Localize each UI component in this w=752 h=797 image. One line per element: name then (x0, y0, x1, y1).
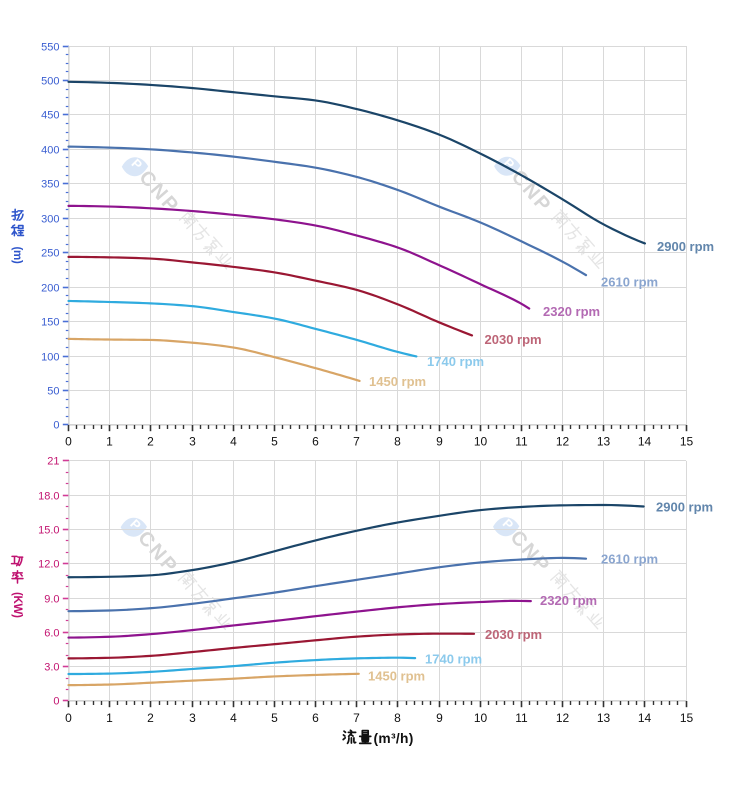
svg-text:5: 5 (271, 435, 278, 449)
svg-text:4: 4 (230, 711, 237, 725)
svg-text:15: 15 (680, 711, 694, 725)
svg-text:4: 4 (230, 435, 237, 449)
svg-text:250: 250 (41, 247, 59, 259)
svg-text:1740 rpm: 1740 rpm (427, 354, 484, 369)
svg-text:15.0: 15.0 (38, 524, 59, 536)
svg-text:11: 11 (515, 435, 528, 449)
svg-text:2900 rpm: 2900 rpm (657, 239, 714, 254)
svg-text:3: 3 (189, 711, 196, 725)
svg-text:3: 3 (189, 435, 196, 449)
svg-text:12: 12 (556, 435, 570, 449)
svg-text:0: 0 (53, 695, 59, 707)
svg-text:5: 5 (271, 711, 278, 725)
svg-text:9: 9 (436, 711, 443, 725)
svg-text:2030 rpm: 2030 rpm (485, 627, 542, 642)
svg-text:1740 rpm: 1740 rpm (425, 651, 482, 666)
svg-text:14: 14 (638, 711, 652, 725)
svg-text:12: 12 (556, 711, 570, 725)
svg-text:15: 15 (680, 435, 694, 449)
svg-text:1450 rpm: 1450 rpm (368, 668, 425, 683)
svg-text:11: 11 (515, 711, 528, 725)
svg-text:6: 6 (312, 435, 319, 449)
svg-text:0: 0 (65, 711, 72, 725)
svg-text:2320 rpm: 2320 rpm (540, 593, 597, 608)
svg-text:2610 rpm: 2610 rpm (601, 551, 658, 566)
svg-text:2: 2 (147, 435, 154, 449)
svg-text:(m): (m) (11, 247, 23, 264)
svg-text:150: 150 (41, 316, 59, 328)
svg-text:8: 8 (394, 435, 401, 449)
svg-text:12.0: 12.0 (38, 558, 59, 570)
svg-text:2610 rpm: 2610 rpm (601, 274, 658, 289)
svg-text:200: 200 (41, 282, 59, 294)
svg-text:1: 1 (106, 711, 113, 725)
svg-text:(m³/h): (m³/h) (374, 731, 414, 746)
svg-text:13: 13 (597, 435, 611, 449)
svg-text:6: 6 (312, 711, 319, 725)
svg-text:400: 400 (41, 144, 59, 156)
svg-text:18.0: 18.0 (38, 490, 59, 502)
svg-text:1: 1 (106, 435, 113, 449)
svg-text:2320 rpm: 2320 rpm (543, 304, 600, 319)
svg-text:100: 100 (41, 351, 59, 363)
svg-text:0: 0 (53, 419, 59, 431)
svg-text:0: 0 (65, 435, 72, 449)
svg-text:6.0: 6.0 (44, 627, 59, 639)
svg-text:300: 300 (41, 213, 59, 225)
svg-text:350: 350 (41, 178, 59, 190)
svg-text:21: 21 (47, 455, 59, 467)
svg-text:2030 rpm: 2030 rpm (485, 332, 542, 347)
svg-text:1450 rpm: 1450 rpm (369, 374, 426, 389)
svg-text:450: 450 (41, 109, 59, 121)
svg-text:(KW): (KW) (11, 592, 23, 618)
svg-text:9.0: 9.0 (44, 593, 59, 605)
svg-text:13: 13 (597, 711, 611, 725)
svg-text:50: 50 (47, 385, 59, 397)
svg-text:9: 9 (436, 435, 443, 449)
svg-text:10: 10 (474, 435, 488, 449)
svg-text:7: 7 (353, 435, 360, 449)
svg-text:7: 7 (353, 711, 360, 725)
svg-text:2: 2 (147, 711, 154, 725)
svg-text:2900 rpm: 2900 rpm (656, 500, 713, 515)
svg-text:3.0: 3.0 (44, 661, 59, 673)
svg-text:10: 10 (474, 711, 488, 725)
svg-text:14: 14 (638, 435, 652, 449)
svg-text:500: 500 (41, 75, 59, 87)
svg-text:8: 8 (394, 711, 401, 725)
svg-text:550: 550 (41, 41, 59, 53)
